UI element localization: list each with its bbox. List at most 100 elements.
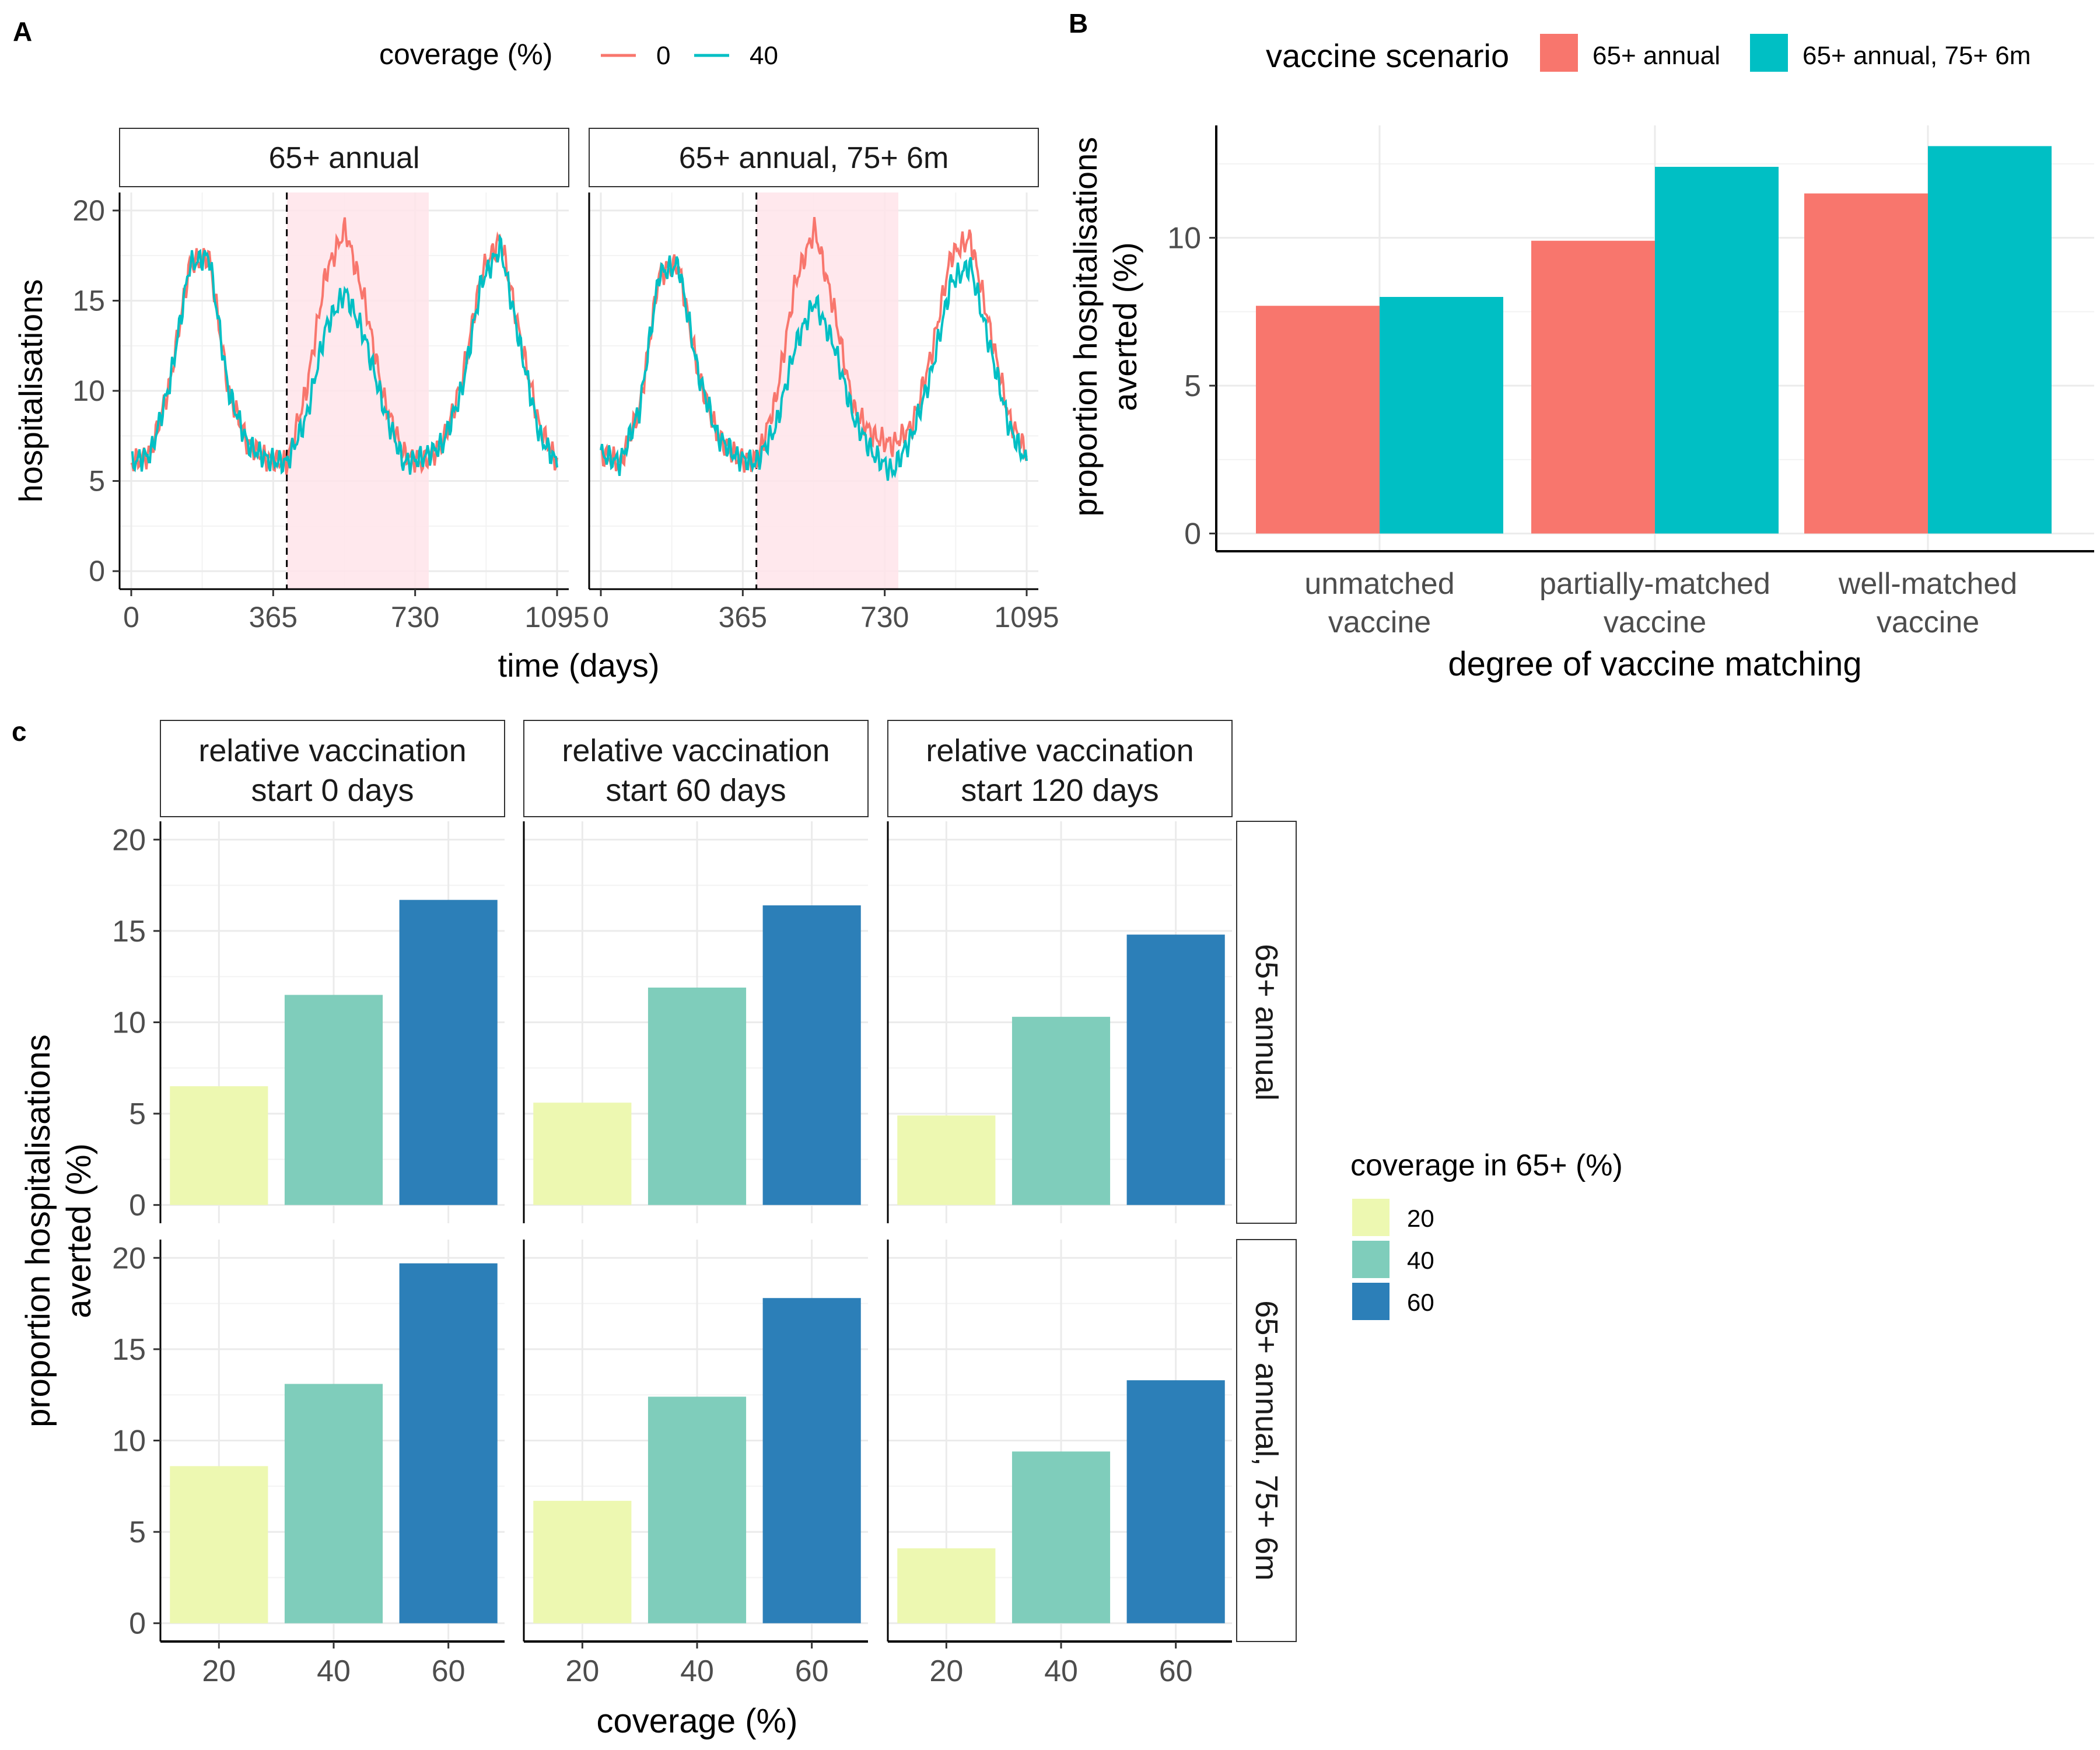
panel-c-legend-key-20 [1352,1199,1390,1236]
panel-c-x-tick-60-col-3: 60 [1159,1654,1193,1688]
panel-a-vaccination-window-2 [756,192,898,589]
panel-a-strip-label-1: 65+ annual [269,141,420,175]
panel-c-x-tick-40-col-3: 40 [1044,1654,1078,1688]
panel-c-y-tick-15-row-1: 15 [112,915,146,949]
panel-c-x-tick-20-col-1: 20 [202,1654,236,1688]
panel-c-col-strip-label-1: relative vaccination start 0 days [198,733,466,808]
panel-c-bar-2-1-60 [399,1263,498,1623]
panel-c-row-strip-1 [1236,821,1297,1224]
panel-c-bar-1-2-20 [533,1102,632,1205]
panel-b-bar-3-2 [1928,146,2052,534]
panel-c-bar-2-2-20 [533,1500,632,1623]
panel-b-legend-label-1: 65+ annual [1592,41,1720,70]
panel-label-c: c [12,716,27,747]
panel-c-col-strip-label-2: relative vaccination start 60 days [562,733,830,808]
panel-c-row-strip-label-2: 65+ annual, 75+ 6m [1249,1300,1284,1580]
panel-c-bar-2-3-40 [1012,1451,1111,1623]
panel-c-bar-1-1-60 [399,900,498,1205]
panel-a-facet-2: 65+ annual, 75+ 6m 0 365 730 1095 [588,128,1059,634]
panel-c-y-tick-0-row-1: 0 [129,1189,146,1223]
panel-b-bar-3-1 [1804,193,1928,534]
panel-c-y-tick-5-row-2: 5 [129,1516,146,1549]
panel-c-facet-1-3 [887,821,1232,1223]
panel-b-y-tick-0: 0 [1184,517,1201,551]
panel-c-x-tick-60-col-1: 60 [432,1654,466,1688]
panel-c-bar-2-3-20 [897,1548,996,1623]
panel-c-bar-1-1-20 [170,1086,268,1205]
panel-a-y-tick-0: 0 [89,555,105,587]
panel-c-x-tick-60-col-2: 60 [795,1654,829,1688]
panel-c-bar-2-2-60 [762,1298,861,1623]
panel-c-y-tick-5-row-1: 5 [129,1097,146,1131]
panel-a-x-tick-0-facet-1: 0 [123,601,139,634]
panel-c-legend-label-40: 40 [1407,1247,1434,1274]
panel-c-bar-1-1-40 [284,995,383,1205]
panel-a-x-tick-0-facet-2: 0 [593,601,609,634]
panel-b-y-tick-10: 10 [1167,222,1201,256]
panel-c-facet-1-2 [523,821,868,1223]
panel-c-legend-label-20: 20 [1407,1205,1434,1232]
panel-c-y-tick-15-row-2: 15 [112,1333,146,1367]
panel-a-y-tick-15: 15 [72,284,105,317]
panel-b-bar-2-1 [1531,240,1655,534]
panel-c-bar-2-3-60 [1126,1380,1225,1623]
panel-c-bar-2-1-20 [170,1466,268,1623]
panel-a-legend-label-0: 0 [656,41,670,70]
panel-b-x-tick-2: partially-matched vaccine [1539,567,1770,639]
panel-label-b: B [1069,8,1088,38]
panel-b-legend-key-1 [1540,34,1578,72]
panel-c-col-strip-label-3: relative vaccination start 120 days [926,733,1194,808]
panel-b-legend-title: vaccine scenario [1266,37,1509,74]
panel-c-legend-key-40 [1352,1241,1390,1278]
panel-b-bar-2-2 [1655,166,1779,534]
panel-a-series-40-facet-1 [131,233,558,475]
panel-b-x-tick-3: well-matched vaccine [1838,567,2017,639]
panel-c-facet-1-1: 0 5 10 15 20 [112,821,505,1223]
panel-c-y-tick-10-row-2: 10 [112,1424,146,1458]
panel-c-col-strip-1 [160,720,505,817]
panel-c-legend-label-60: 60 [1407,1289,1434,1316]
panel-a-y-tick-5: 5 [89,465,105,498]
panel-b-y-tick-5: 5 [1184,369,1201,403]
panel-c-legend-title: coverage in 65+ (%) [1350,1149,1623,1182]
panel-a-strip-label-2: 65+ annual, 75+ 6m [679,141,949,175]
panel-c-x-tick-20-col-3: 20 [929,1654,963,1688]
panel-a-strip-2 [589,128,1039,187]
panel-a-x-tick-1095-facet-1: 1095 [524,601,589,634]
panel-c-y-tick-20-row-2: 20 [112,1241,146,1275]
panel-c-bar-1-3-60 [1126,935,1225,1205]
panel-a-x-tick-1095-facet-2: 1095 [994,601,1059,634]
panel-c-bar-2-2-40 [648,1396,747,1623]
panel-c-row-strip-2 [1236,1239,1297,1642]
panel-a-y-tick-20: 20 [72,194,105,227]
panel-c-facet-2-2: 20 40 60 [523,1240,868,1688]
panel-a-legend-label-40: 40 [750,41,778,70]
panel-c-y-tick-0-row-2: 0 [129,1607,146,1641]
panel-a-strip-1 [119,128,569,187]
panel-a-legend-title: coverage (%) [379,38,552,71]
panel-label-a: A [13,16,32,47]
panel-c-legend-key-60 [1352,1283,1390,1320]
panel-a-x-tick-365-facet-1: 365 [249,601,298,634]
panel-a-x-tick-365-facet-2: 365 [719,601,767,634]
panel-c-row-strip-label-1: 65+ annual [1249,944,1284,1101]
panel-c-x-tick-40-col-2: 40 [680,1654,714,1688]
panel-a-x-axis-title: time (days) [498,647,660,684]
panel-b-bar-1-2 [1380,297,1503,534]
panel-c-y-tick-10-row-1: 10 [112,1006,146,1040]
panel-c-x-tick-40-col-1: 40 [317,1654,351,1688]
panel-a-x-tick-730-facet-2: 730 [860,601,909,634]
panel-c-y-tick-20-row-1: 20 [112,823,146,857]
panel-c-bar-2-1-40 [284,1384,383,1623]
panel-c-x-tick-20-col-2: 20 [565,1654,599,1688]
panel-a-series-40-facet-2 [600,255,1028,481]
panel-b-legend-key-2 [1750,34,1788,72]
panel-a-x-tick-730-facet-1: 730 [391,601,439,634]
panel-b-y-axis-title: proportion hospitalisationsaverted (%) [1067,137,1143,517]
panel-b-bar-1-1 [1256,306,1380,534]
panel-c-x-axis-title: coverage (%) [597,1702,798,1740]
panel-a-y-axis-title: hospitalisations [12,279,49,503]
panel-a-facet-1: 65+ annual 0 365 730 1095 [118,128,590,634]
panel-c-y-axis-title: proportion hospitalisationsaverted (%) [19,1034,98,1427]
panel-c-facet-2-3: 20 40 60 [887,1240,1232,1688]
